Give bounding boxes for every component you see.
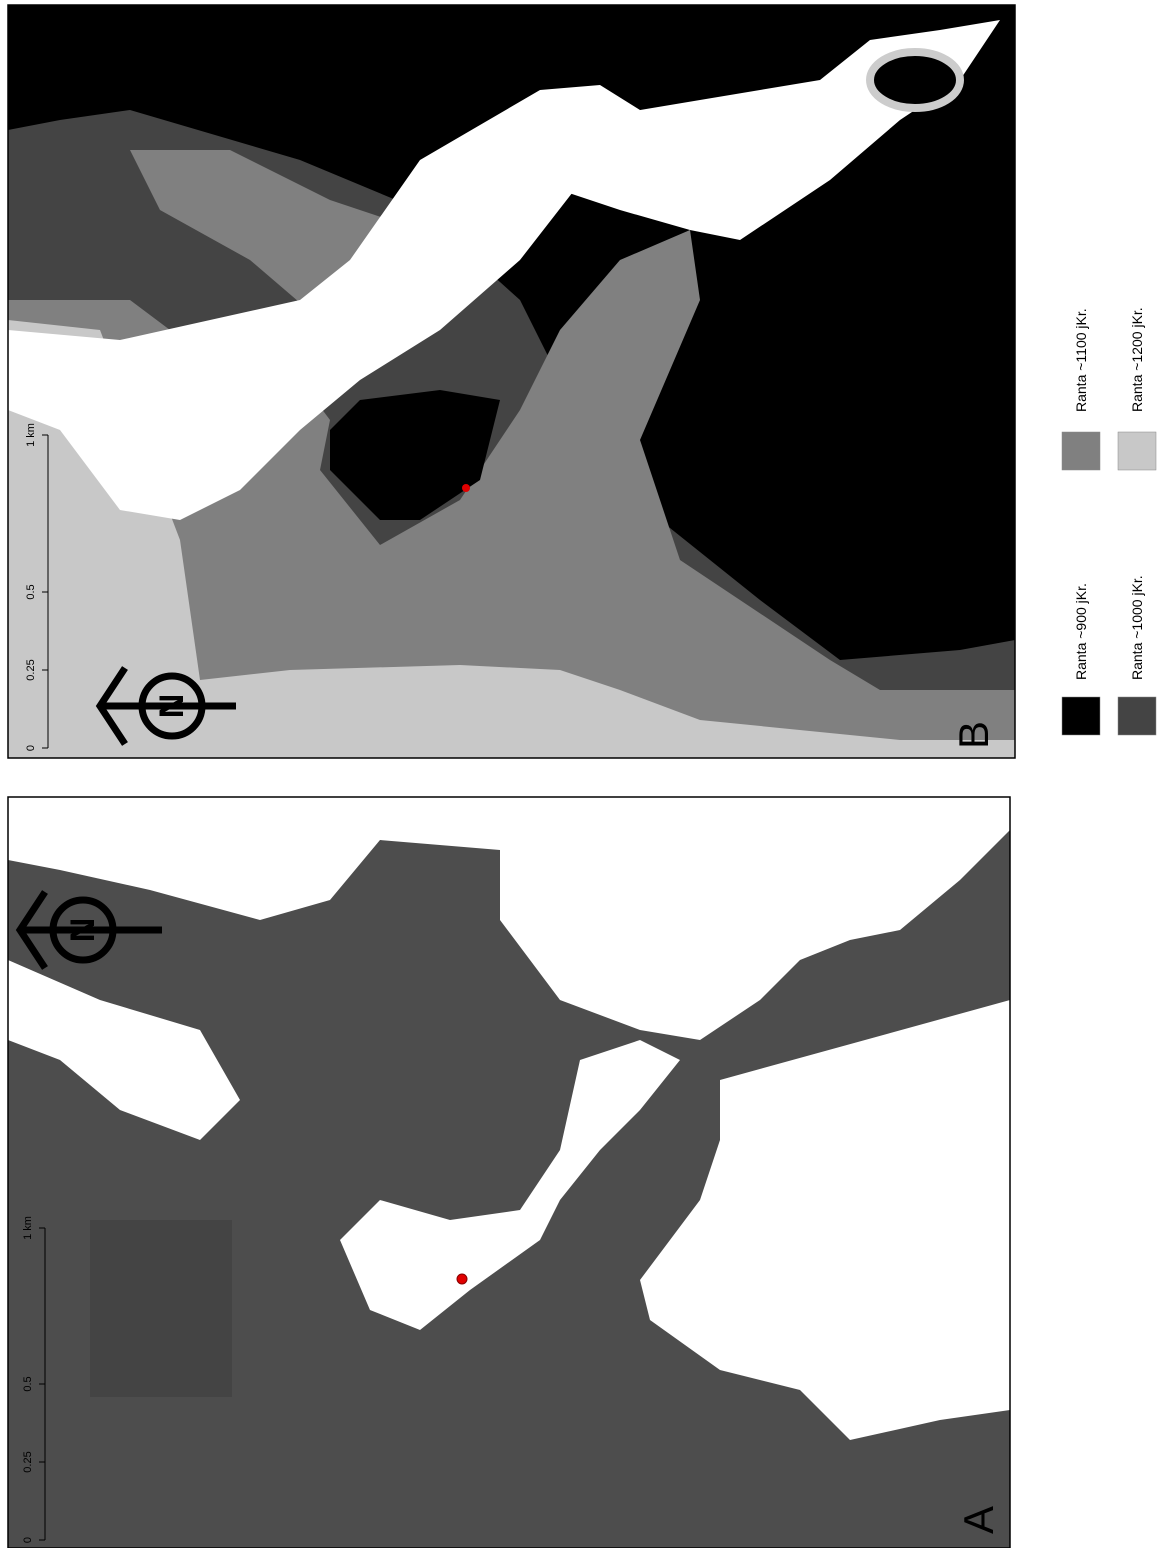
legend-swatch xyxy=(1118,432,1156,470)
north-label: N xyxy=(153,694,191,719)
scale-label: 0 xyxy=(25,745,37,751)
legend-label: Ranta ~900 jKr. xyxy=(1073,583,1089,680)
legend-label: Ranta ~1100 jKr. xyxy=(1073,308,1089,412)
legend-swatch xyxy=(1062,432,1100,470)
scale-label: 0.25 xyxy=(25,659,37,680)
legend-swatch xyxy=(1118,697,1156,735)
north-label: N xyxy=(64,918,102,943)
site-marker xyxy=(462,484,470,492)
scale-label: 0.5 xyxy=(25,584,37,599)
panel-label: A xyxy=(955,1506,1002,1534)
legend-label: Ranta ~1200 jKr. xyxy=(1129,307,1145,412)
scale-label: 0.25 xyxy=(22,1451,34,1472)
figure: 0 0.25 0.5 1 km B N 0 0.25 0.5 1 km A N Ranta ~900 j… xyxy=(0,0,1163,1548)
scale-label: 1 km xyxy=(25,423,37,447)
map-b xyxy=(8,5,1015,758)
panel-label: B xyxy=(950,721,997,749)
legend-swatch xyxy=(1062,697,1100,735)
site-marker xyxy=(457,1274,467,1284)
scale-label: 0 xyxy=(22,1537,34,1543)
scale-label: 0.5 xyxy=(22,1376,34,1391)
scale-label: 1 km xyxy=(22,1216,34,1240)
legend-label: Ranta ~1000 jKr. xyxy=(1129,575,1145,680)
map-a xyxy=(8,797,1010,1548)
